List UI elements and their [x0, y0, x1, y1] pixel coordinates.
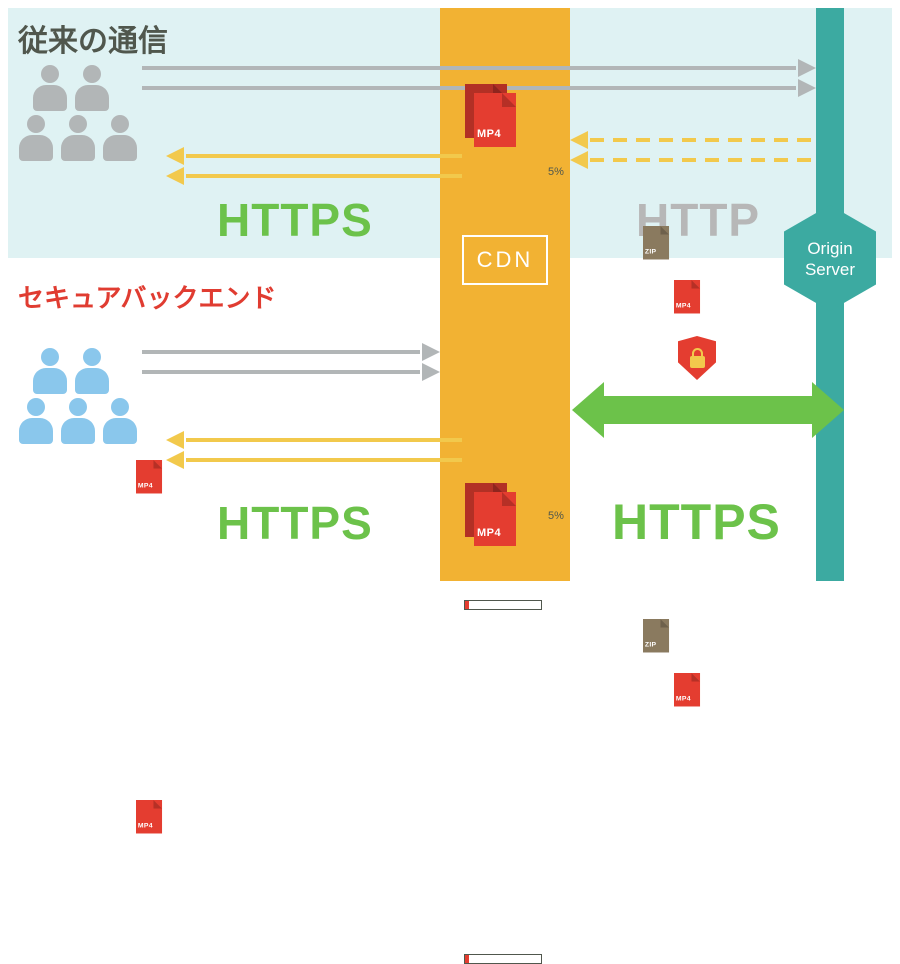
- progress-bot: [464, 954, 542, 964]
- user-icon: [60, 398, 96, 446]
- protocol-bot_right: HTTPS: [612, 493, 781, 551]
- users-top: [26, 65, 146, 180]
- user-icon: [102, 115, 138, 163]
- heading-traditional: 従来の通信: [18, 16, 168, 60]
- file-label: MP4: [676, 695, 691, 702]
- file-bl_mp4: MP4: [136, 800, 162, 833]
- file-label: MP4: [138, 482, 153, 489]
- file-tr_zip: ZIP: [643, 226, 669, 259]
- cdn-label-box: CDN: [462, 235, 548, 285]
- origin-line1: Origin: [807, 239, 852, 258]
- file-br_zip: ZIP: [643, 619, 669, 652]
- user-icon: [18, 115, 54, 163]
- protocol-bot_left: HTTPS: [217, 496, 373, 550]
- file-br_mp4: MP4: [674, 673, 700, 706]
- progress-label-top: 5%: [548, 166, 564, 178]
- file-label: ZIP: [645, 641, 657, 648]
- protocol-top_left: HTTPS: [217, 193, 373, 247]
- lock-shield-icon: [678, 336, 716, 380]
- file-label: MP4: [138, 822, 153, 829]
- file-cdn_top: MP4: [474, 93, 516, 147]
- file-tl_mp4: MP4: [136, 460, 162, 493]
- user-icon: [74, 65, 110, 113]
- user-icon: [60, 115, 96, 163]
- file-label: MP4: [477, 128, 501, 140]
- user-icon: [32, 348, 68, 396]
- file-tr_mp4: MP4: [674, 280, 700, 313]
- progress-label-bot: 5%: [548, 510, 564, 522]
- origin-line2: Server: [805, 260, 855, 279]
- file-label: MP4: [477, 527, 501, 539]
- progress-top: [464, 600, 542, 610]
- file-label: MP4: [676, 302, 691, 309]
- heading-secure-backend: セキュアバックエンド: [18, 278, 276, 315]
- secure-double-arrow: [602, 396, 814, 424]
- user-icon: [32, 65, 68, 113]
- user-icon: [18, 398, 54, 446]
- file-label: ZIP: [645, 248, 657, 255]
- user-icon: [102, 398, 138, 446]
- users-bottom: [26, 348, 146, 463]
- file-cdn_bot: MP4: [474, 492, 516, 546]
- user-icon: [74, 348, 110, 396]
